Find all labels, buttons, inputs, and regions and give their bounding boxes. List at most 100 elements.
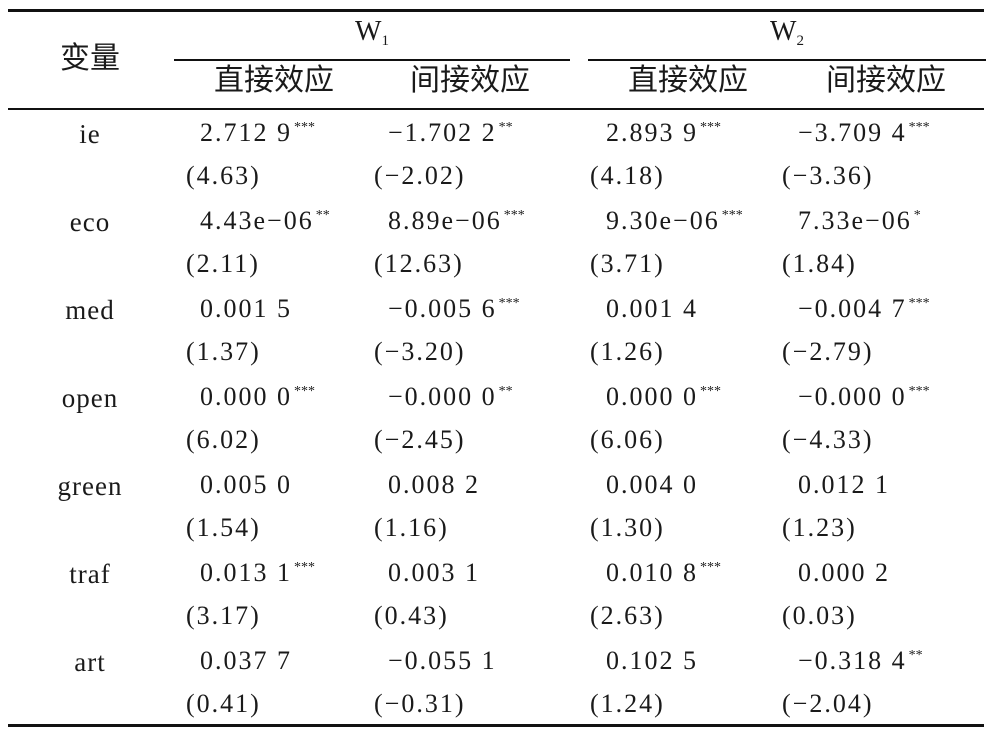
w1-direct-effect-header: 直接效应 bbox=[214, 64, 334, 97]
t-statistic-cell: (4.63) bbox=[186, 161, 261, 190]
t-statistic-cell: (1.37) bbox=[186, 337, 261, 366]
t-statistic-cell: (0.03) bbox=[782, 601, 857, 630]
coefficient-cell: 8.89e−06 *** bbox=[388, 208, 525, 234]
coefficient-cell: 0.012 1 bbox=[798, 472, 892, 498]
t-statistic-cell: (1.26) bbox=[590, 337, 665, 366]
coefficient-cell: 2.893 9 *** bbox=[606, 120, 721, 146]
coefficient-cell: 7.33e−06 * bbox=[798, 208, 921, 234]
coefficient-cell: −0.000 0 ** bbox=[388, 384, 513, 410]
significance-stars: ** bbox=[908, 648, 923, 663]
coefficient-cell: −0.055 1 bbox=[388, 648, 499, 674]
t-statistic-cell: (1.54) bbox=[186, 513, 261, 542]
significance-stars: ** bbox=[498, 120, 513, 135]
variable-name: med bbox=[65, 295, 115, 325]
significance-stars: *** bbox=[908, 296, 930, 311]
t-statistic-cell: (12.63) bbox=[374, 249, 464, 278]
coefficient-value: 0.013 1 bbox=[200, 558, 292, 587]
table-top-rule bbox=[8, 9, 984, 12]
w1-group-rule bbox=[174, 59, 570, 61]
t-statistic-cell: (3.71) bbox=[590, 249, 665, 278]
t-statistic-cell: (−2.04) bbox=[782, 689, 874, 718]
coefficient-cell: 4.43e−06 ** bbox=[200, 208, 330, 234]
t-statistic-cell: (2.63) bbox=[590, 601, 665, 630]
w2-group-name: W bbox=[770, 16, 797, 47]
coefficient-value: 2.893 9 bbox=[606, 118, 698, 147]
significance-stars: *** bbox=[294, 560, 315, 575]
t-statistic-cell: (2.11) bbox=[186, 249, 260, 278]
t-statistic-cell: (−3.20) bbox=[374, 337, 466, 366]
significance-stars: *** bbox=[700, 384, 721, 399]
w2-group-rule bbox=[588, 59, 986, 61]
coefficient-value: −0.005 6 bbox=[388, 294, 497, 323]
significance-stars: *** bbox=[294, 120, 315, 135]
coefficient-value: 0.000 2 bbox=[798, 558, 890, 587]
significance-stars: *** bbox=[700, 120, 721, 135]
coefficient-cell: 0.005 0 bbox=[200, 472, 294, 498]
significance-stars: *** bbox=[721, 208, 743, 223]
w2-group-header: W2 bbox=[588, 18, 986, 49]
coefficient-cell: 0.004 0 bbox=[606, 472, 700, 498]
coefficient-value: −0.000 0 bbox=[798, 382, 907, 411]
coefficient-value: −0.055 1 bbox=[388, 646, 497, 675]
t-statistic-cell: (−4.33) bbox=[782, 425, 874, 454]
t-statistic-cell: (1.16) bbox=[374, 513, 449, 542]
coefficient-value: 4.43e−06 bbox=[200, 206, 314, 235]
coefficient-cell: −0.318 4 ** bbox=[798, 648, 923, 674]
coefficient-value: −3.709 4 bbox=[798, 118, 907, 147]
coefficient-cell: 0.000 0 *** bbox=[606, 384, 721, 410]
t-statistic-cell: (3.17) bbox=[186, 601, 261, 630]
coefficient-value: 9.30e−06 bbox=[606, 206, 720, 235]
coefficient-cell: −0.004 7 *** bbox=[798, 296, 930, 322]
t-statistic-cell: (−0.31) bbox=[374, 689, 466, 718]
coefficient-cell: 0.000 0 *** bbox=[200, 384, 315, 410]
variable-column-header: 变量 bbox=[60, 42, 120, 75]
coefficient-value: 2.712 9 bbox=[200, 118, 292, 147]
significance-stars: *** bbox=[700, 560, 721, 575]
t-statistic-cell: (1.30) bbox=[590, 513, 665, 542]
variable-name: green bbox=[57, 471, 123, 501]
coefficient-value: 0.003 1 bbox=[388, 558, 480, 587]
t-statistic-cell: (−2.79) bbox=[782, 337, 874, 366]
t-statistic-cell: (4.18) bbox=[590, 161, 665, 190]
variable-name: art bbox=[74, 647, 106, 677]
coefficient-cell: 0.008 2 bbox=[388, 472, 482, 498]
w2-direct-effect-header: 直接效应 bbox=[628, 64, 748, 97]
table-header-rule bbox=[8, 108, 984, 110]
coefficient-cell: 0.037 7 bbox=[200, 648, 294, 674]
coefficient-value: 0.001 4 bbox=[606, 294, 698, 323]
w2-indirect-effect-header: 间接效应 bbox=[826, 64, 946, 97]
variable-name: open bbox=[61, 383, 119, 413]
t-statistic-cell: (1.84) bbox=[782, 249, 857, 278]
coefficient-value: 7.33e−06 bbox=[798, 206, 912, 235]
coefficient-cell: 0.003 1 bbox=[388, 560, 482, 586]
coefficient-cell: −0.005 6 *** bbox=[388, 296, 520, 322]
t-statistic-cell: (1.24) bbox=[590, 689, 665, 718]
significance-stars: ** bbox=[315, 208, 330, 223]
coefficient-value: 0.000 0 bbox=[606, 382, 698, 411]
coefficient-value: 0.004 0 bbox=[606, 470, 698, 499]
variable-name: ie bbox=[79, 119, 101, 149]
coefficient-cell: 9.30e−06 *** bbox=[606, 208, 743, 234]
t-statistic-cell: (0.41) bbox=[186, 689, 261, 718]
t-statistic-cell: (−2.45) bbox=[374, 425, 466, 454]
coefficient-value: 0.000 0 bbox=[200, 382, 292, 411]
significance-stars: *** bbox=[908, 384, 930, 399]
coefficient-cell: 0.010 8 *** bbox=[606, 560, 721, 586]
coefficient-value: 0.012 1 bbox=[798, 470, 890, 499]
coefficient-value: −1.702 2 bbox=[388, 118, 497, 147]
coefficient-cell: 0.000 2 bbox=[798, 560, 892, 586]
coefficient-value: 0.010 8 bbox=[606, 558, 698, 587]
significance-stars: *** bbox=[294, 384, 315, 399]
coefficient-cell: 2.712 9 *** bbox=[200, 120, 315, 146]
coefficient-cell: −1.702 2 ** bbox=[388, 120, 513, 146]
variable-name: traf bbox=[69, 559, 111, 589]
w1-group-subscript: 1 bbox=[381, 33, 389, 49]
t-statistic-cell: (0.43) bbox=[374, 601, 449, 630]
w1-group-header: W1 bbox=[174, 18, 570, 49]
significance-stars: *** bbox=[503, 208, 525, 223]
coefficient-value: −0.000 0 bbox=[388, 382, 497, 411]
significance-stars: *** bbox=[498, 296, 520, 311]
coefficient-value: 0.001 5 bbox=[200, 294, 292, 323]
t-statistic-cell: (6.02) bbox=[186, 425, 261, 454]
coefficient-cell: 0.013 1 *** bbox=[200, 560, 315, 586]
